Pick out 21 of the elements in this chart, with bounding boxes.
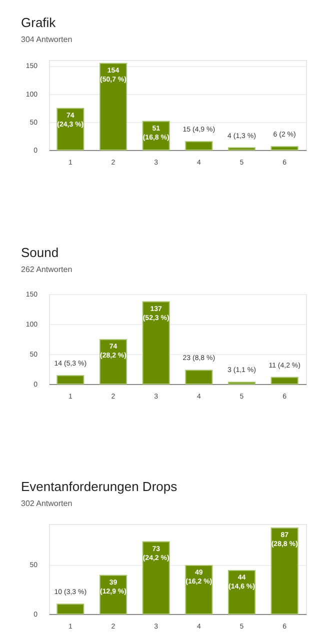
- bar: [270, 146, 298, 150]
- bar: [99, 339, 128, 384]
- chart-subtitle: 304 Antworten: [21, 35, 72, 44]
- bar: [142, 541, 170, 614]
- bar: [270, 376, 298, 384]
- bar: [56, 604, 84, 614]
- bar: [270, 527, 298, 614]
- chart-title: Eventanforderungen Drops: [21, 479, 178, 494]
- bar: [228, 147, 256, 150]
- bar: [56, 375, 84, 384]
- bar: [56, 108, 84, 150]
- bar: [185, 370, 213, 384]
- bar: [185, 565, 213, 614]
- chart-title: Sound: [21, 245, 59, 260]
- bar: [142, 301, 170, 384]
- bar: [99, 62, 128, 150]
- chart-subtitle: 302 Antworten: [21, 499, 72, 508]
- bar: [185, 141, 213, 150]
- chart-title: Grafik: [21, 15, 56, 30]
- bar: [228, 570, 256, 614]
- chart-subtitle: 262 Antworten: [21, 265, 72, 274]
